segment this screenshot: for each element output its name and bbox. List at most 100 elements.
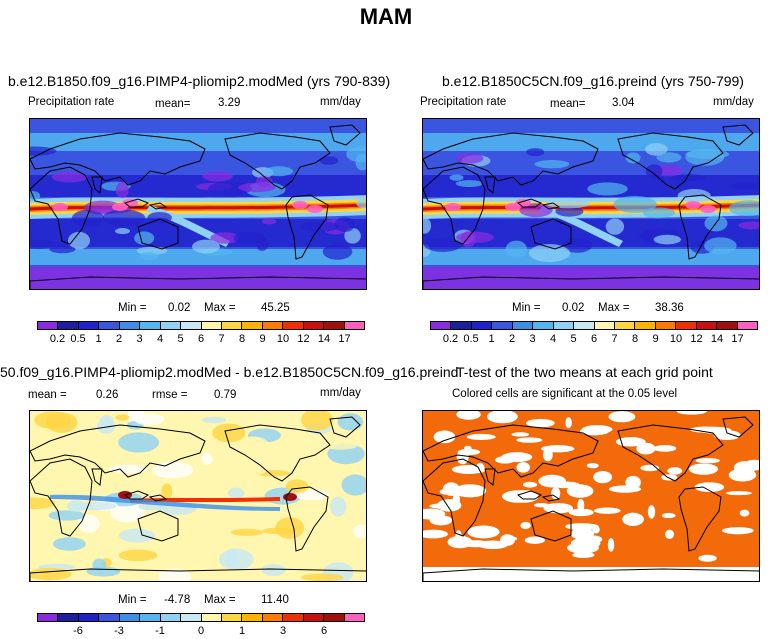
map-blob xyxy=(240,436,265,457)
panel1-colorbar-ticks: 0.2 0.5 1 2 3 4 5 6 7 8 9 10 12 14 17 xyxy=(37,333,365,345)
map-nonsignificant-cell xyxy=(607,537,615,552)
map-coastline xyxy=(30,568,366,581)
colorbar-swatch-15 xyxy=(344,614,364,621)
main-title: MAM xyxy=(359,4,413,29)
panel2-min-value: 0.02 xyxy=(562,302,585,314)
map-nonsignificant-cell xyxy=(423,567,759,581)
map-nonsignificant-cell xyxy=(739,509,750,517)
map-blob xyxy=(201,452,213,465)
map-coastline xyxy=(224,424,331,482)
map-blob xyxy=(261,218,277,225)
map-coastline xyxy=(516,490,543,500)
map-blob xyxy=(30,191,41,201)
panel4-map-svg xyxy=(423,411,759,581)
map-blob xyxy=(227,487,245,499)
map-coastline xyxy=(423,568,759,581)
colorbar-swatch-4 xyxy=(119,322,141,329)
map-coastline xyxy=(148,202,168,210)
map-blob xyxy=(92,558,107,572)
map-hotspot xyxy=(307,205,323,213)
colorbar-tick-label: 3 xyxy=(136,333,143,345)
panel2-colorbar xyxy=(430,321,758,330)
colorbar-swatch-10 xyxy=(242,614,263,621)
map-blob xyxy=(184,527,225,537)
map-nonsignificant-cell xyxy=(522,481,538,488)
panel3-colorbar-ticks: -6 -3 -1 0 1 3 6 xyxy=(37,625,365,637)
map-blob xyxy=(210,232,240,244)
map-blob xyxy=(526,148,545,157)
colorbar-swatch-14 xyxy=(717,322,738,329)
map-blob xyxy=(238,182,276,193)
map-coastline xyxy=(530,510,572,542)
panel1-min-value: 0.02 xyxy=(168,302,191,314)
map-nonsignificant-cell xyxy=(608,485,642,493)
map-nonsignificant-cell xyxy=(500,534,515,546)
colorbar-tick-label: -3 xyxy=(114,625,124,637)
map-nonsignificant-cell xyxy=(647,505,656,519)
map-blob xyxy=(285,479,309,494)
colorbar-swatch-1 xyxy=(451,322,472,329)
panel3-map xyxy=(29,410,367,582)
map-blob xyxy=(653,234,682,245)
map-nonsignificant-cell xyxy=(551,487,561,500)
map-coastline xyxy=(617,132,724,190)
colorbar-tick-label: 0.5 xyxy=(70,333,86,345)
map-nonsignificant-cell xyxy=(466,433,496,441)
map-nonsignificant-cell xyxy=(541,445,575,453)
map-blob xyxy=(505,240,528,258)
panel1-variable: Precipitation rate xyxy=(28,96,115,108)
colorbar-swatch-5 xyxy=(140,322,161,329)
map-nonsignificant-cell xyxy=(501,452,533,463)
colorbar-swatch-5 xyxy=(140,614,161,621)
map-band xyxy=(30,133,366,151)
map-nonsignificant-cell xyxy=(665,529,675,539)
panel1-max-value: 45.25 xyxy=(261,302,290,314)
map-blob xyxy=(96,418,116,434)
map-coastline xyxy=(30,276,366,289)
map-nonsignificant-cell xyxy=(627,437,639,442)
colorbar-tick-label: 8 xyxy=(631,333,639,345)
map-nonsignificant-cell xyxy=(516,462,530,473)
colorbar-swatch-6 xyxy=(160,322,182,329)
panel3-rmse-label: rmse = xyxy=(152,389,188,401)
map-blob xyxy=(729,182,759,190)
map-coastline xyxy=(722,124,754,146)
map-coastline xyxy=(30,458,93,537)
map-hotspot xyxy=(515,199,531,207)
map-blob xyxy=(161,483,173,500)
colorbar-swatch-13 xyxy=(303,614,325,621)
panel3-mean-label: mean = xyxy=(28,389,67,401)
colorbar-swatch-3 xyxy=(99,614,120,621)
map-nonsignificant-cell xyxy=(526,418,555,428)
map-blob xyxy=(49,245,76,254)
map-blob xyxy=(330,496,347,517)
colorbar-swatch-10 xyxy=(242,322,263,329)
map-blob xyxy=(118,432,160,453)
panel3-max-value: 11.40 xyxy=(261,594,289,606)
map-nonsignificant-cell xyxy=(453,484,487,498)
panel2-variable: Precipitation rate xyxy=(420,96,507,108)
panel2-max-value: 38.36 xyxy=(655,302,684,314)
map-coastline xyxy=(423,132,599,186)
map-blob xyxy=(110,503,145,523)
map-band xyxy=(423,133,759,151)
colorbar-swatch-9 xyxy=(221,614,243,621)
colorbar-swatch-0 xyxy=(38,322,59,329)
map-blob xyxy=(51,171,88,183)
map-nonsignificant-cell xyxy=(566,484,594,498)
colorbar-swatch-2 xyxy=(78,322,100,329)
map-coastline xyxy=(423,458,486,537)
panel3-max-label: Max = xyxy=(204,594,236,606)
map-nonsignificant-cell xyxy=(593,507,621,514)
map-blob xyxy=(30,524,53,543)
map-blob xyxy=(139,252,159,261)
colorbar-swatch-1 xyxy=(58,322,79,329)
colorbar-swatch-15 xyxy=(737,322,757,329)
colorbar-swatch-12 xyxy=(676,322,697,329)
map-blob xyxy=(738,221,759,230)
colorbar-swatch-4 xyxy=(119,614,141,621)
map-coastline xyxy=(678,194,722,260)
map-coastline xyxy=(329,124,361,146)
map-blob xyxy=(192,239,220,254)
panel3-units: mm/day xyxy=(320,387,361,399)
